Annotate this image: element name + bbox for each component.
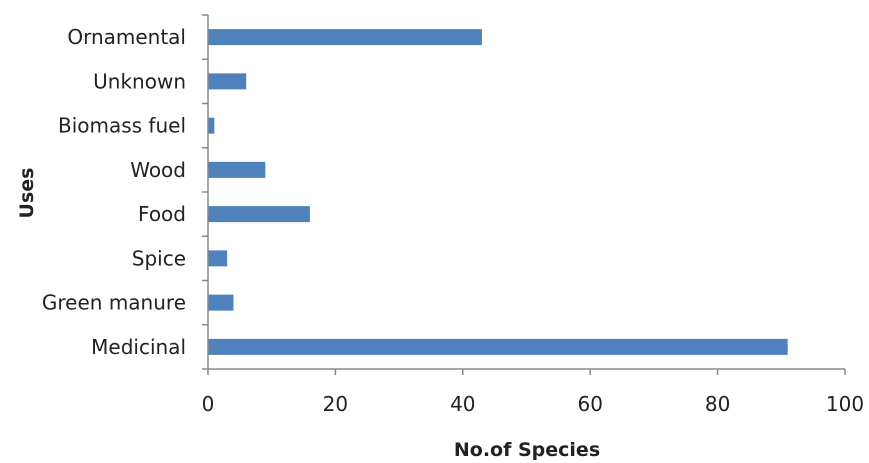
x-tick-label-80: 80 xyxy=(705,392,730,416)
category-label-food: Food xyxy=(138,202,186,226)
x-tick-label-0: 0 xyxy=(202,392,215,416)
category-label-spice: Spice xyxy=(132,246,186,270)
x-axis-title: No.of Species xyxy=(454,439,600,461)
x-tick-label-20: 20 xyxy=(323,392,348,416)
bar-spice xyxy=(208,250,228,267)
bars-group xyxy=(208,29,788,355)
x-tick-label-60: 60 xyxy=(577,392,602,416)
bar-green-manure xyxy=(208,294,234,311)
category-label-wood: Wood xyxy=(130,158,186,182)
category-label-medicinal: Medicinal xyxy=(91,335,186,359)
category-label-biomass-fuel: Biomass fuel xyxy=(58,114,186,138)
bar-wood xyxy=(208,161,266,178)
y-axis-title: Uses xyxy=(16,168,38,219)
x-tick-label-100: 100 xyxy=(826,392,864,416)
bar-ornamental xyxy=(208,29,482,46)
category-label-ornamental: Ornamental xyxy=(67,25,186,49)
category-label-unknown: Unknown xyxy=(93,69,186,93)
category-label-green-manure: Green manure xyxy=(42,291,186,315)
x-tick-label-40: 40 xyxy=(450,392,475,416)
bar-unknown xyxy=(208,73,247,90)
bar-food xyxy=(208,206,310,223)
bar-medicinal xyxy=(208,338,788,355)
tick-marks xyxy=(202,14,846,375)
bar-biomass-fuel xyxy=(208,117,215,134)
x-tick-labels: 0 20 40 60 80 100 xyxy=(202,392,864,416)
category-labels: Ornamental Unknown Biomass fuel Wood Food Spi… xyxy=(42,25,186,359)
